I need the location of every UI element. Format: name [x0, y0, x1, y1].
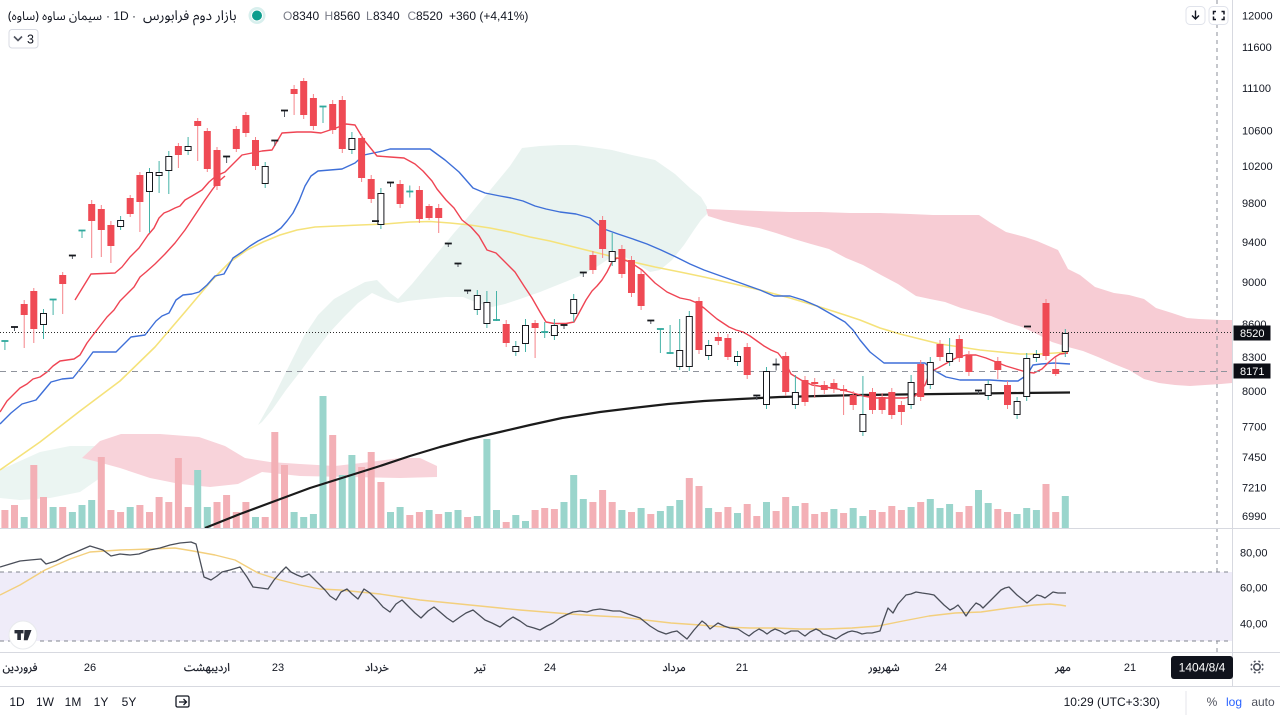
svg-text:26: 26 — [84, 662, 96, 674]
svg-text:8340: 8340 — [373, 9, 400, 23]
svg-text:· 1D ·: · 1D · — [106, 9, 136, 23]
svg-text:8000: 8000 — [1242, 386, 1266, 398]
svg-text:8340: 8340 — [293, 9, 320, 23]
svg-text:3: 3 — [27, 33, 34, 47]
svg-text:11600: 11600 — [1242, 42, 1272, 54]
svg-text:L: L — [366, 9, 373, 23]
svg-text:+360 (+4,41%): +360 (+4,41%) — [449, 9, 528, 23]
svg-text:9000: 9000 — [1242, 277, 1266, 289]
svg-text:8171: 8171 — [1240, 366, 1264, 378]
svg-text:7210: 7210 — [1242, 483, 1266, 495]
svg-text:10600: 10600 — [1242, 126, 1273, 138]
svg-text:8560: 8560 — [334, 9, 361, 23]
svg-text:1W: 1W — [36, 695, 55, 709]
svg-text:9400: 9400 — [1242, 237, 1266, 249]
svg-text:10200: 10200 — [1242, 161, 1273, 173]
svg-text:80,00: 80,00 — [1240, 548, 1268, 560]
svg-text:60,00: 60,00 — [1240, 583, 1268, 595]
svg-text:10:29 (UTC+3:30): 10:29 (UTC+3:30) — [1064, 695, 1160, 709]
svg-text:11100: 11100 — [1242, 83, 1271, 95]
svg-text:24: 24 — [935, 662, 947, 674]
svg-text:21: 21 — [1124, 662, 1136, 674]
svg-text:auto: auto — [1251, 695, 1275, 709]
svg-text:6990: 6990 — [1242, 511, 1266, 523]
svg-text:12000: 12000 — [1242, 11, 1273, 23]
svg-text:1404/8/4: 1404/8/4 — [1179, 661, 1226, 675]
svg-text:H: H — [325, 9, 334, 23]
svg-text:C: C — [408, 9, 417, 23]
svg-text:log: log — [1226, 695, 1242, 709]
svg-text:1Y: 1Y — [94, 695, 109, 709]
svg-text:40,00: 40,00 — [1240, 619, 1268, 631]
svg-text:%: % — [1207, 695, 1218, 709]
svg-text:24: 24 — [544, 662, 556, 674]
svg-text:7450: 7450 — [1242, 452, 1266, 464]
svg-text:1D: 1D — [9, 695, 25, 709]
svg-text:1M: 1M — [65, 695, 82, 709]
svg-text:O: O — [283, 9, 292, 23]
svg-text:9800: 9800 — [1242, 198, 1266, 210]
svg-text:21: 21 — [736, 662, 748, 674]
svg-text:8520: 8520 — [416, 9, 443, 23]
svg-text:7700: 7700 — [1242, 422, 1266, 434]
svg-text:8300: 8300 — [1242, 352, 1266, 364]
svg-text:5Y: 5Y — [122, 695, 137, 709]
svg-text:23: 23 — [272, 662, 284, 674]
svg-text:8520: 8520 — [1240, 328, 1264, 340]
